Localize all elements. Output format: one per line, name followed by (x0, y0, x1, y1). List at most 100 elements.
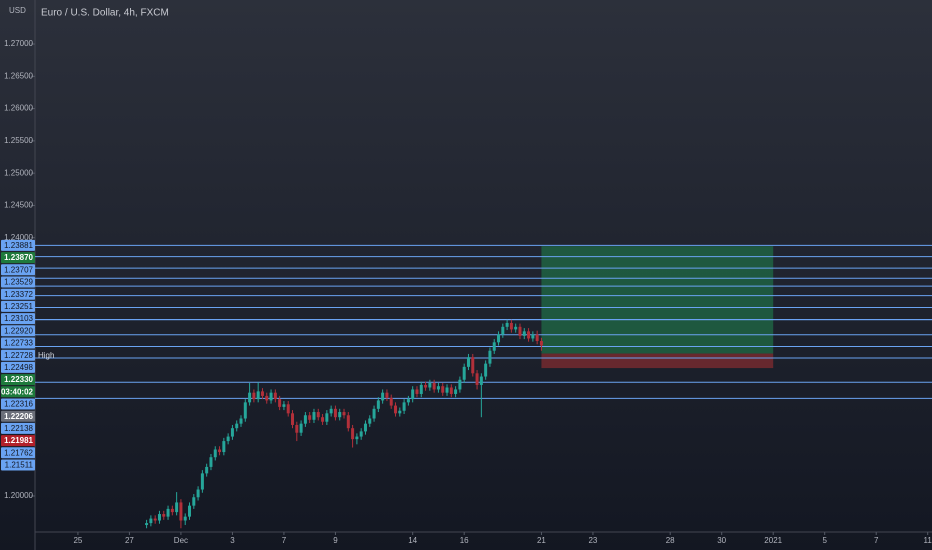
candle-body (200, 473, 204, 490)
price-label-box (1, 386, 35, 398)
candle-body (394, 405, 398, 414)
candle-body (466, 357, 470, 367)
x-tick-label: 11 (924, 536, 932, 545)
y-tick-label: 1.25500 (4, 136, 33, 145)
y-tick-label: 1.20000 (4, 491, 33, 500)
candle-body (415, 389, 419, 394)
x-tick-label: Dec (174, 536, 188, 545)
price-label: 1.21981 (4, 436, 33, 445)
candle-body (260, 391, 264, 396)
candle-body (205, 466, 209, 474)
x-tick-label: 28 (666, 536, 675, 545)
price-label: 1.23707 (4, 265, 33, 274)
price-label: 1.23870 (4, 253, 33, 262)
price-label: 1.22733 (4, 339, 33, 348)
price-label: 03:40:02 (1, 387, 34, 396)
candle-body (505, 322, 509, 327)
price-label: 1.22330 (4, 375, 33, 384)
x-tick-label: 7 (282, 536, 287, 545)
candle-body (338, 412, 342, 418)
candle-body (471, 357, 475, 374)
candle-body (402, 402, 406, 411)
y-tick-label: 1.24500 (4, 201, 33, 210)
price-label-box (1, 252, 35, 264)
candle-body (282, 404, 286, 407)
candle-body (419, 384, 423, 394)
candle-body (342, 412, 346, 416)
candle-body (539, 341, 543, 346)
x-tick-label: 27 (125, 536, 134, 545)
loss-zone (541, 353, 774, 369)
candle-body (308, 415, 312, 420)
candle-body (411, 389, 415, 400)
price-label: 1.23881 (4, 241, 33, 250)
price-label-box (1, 313, 35, 325)
profit-zone (541, 246, 774, 354)
candle-body (230, 428, 234, 437)
currency-label: USD (9, 6, 26, 15)
candle-body (329, 408, 333, 414)
candle-body (509, 322, 513, 330)
candle-body (445, 387, 449, 393)
candle-body (175, 502, 179, 513)
candle-body (295, 424, 299, 433)
price-label-box (1, 349, 35, 361)
candle-body (428, 382, 432, 388)
candle-body (321, 417, 325, 422)
candle-body (252, 392, 256, 400)
price-label-box (1, 276, 35, 288)
price-label-box (1, 374, 35, 386)
candle-body (248, 392, 252, 403)
candle-body (188, 505, 192, 517)
candle-body (441, 386, 445, 393)
price-label-box (1, 435, 35, 447)
x-tick-label: 7 (874, 536, 879, 545)
price-label-box (1, 361, 35, 373)
y-tick-label: 1.26500 (4, 71, 33, 80)
candle-body (213, 449, 217, 458)
candle-body (226, 436, 230, 442)
price-label-box (1, 239, 35, 251)
y-tick-label: 1.24000 (4, 233, 33, 242)
candle-body (497, 334, 501, 343)
price-label: 1.22206 (4, 412, 33, 421)
candle-body (256, 391, 260, 400)
x-tick-label: 21 (537, 536, 546, 545)
candle-body (333, 408, 337, 418)
price-label: 1.23529 (4, 278, 33, 287)
candle-body (484, 363, 488, 377)
candle-body (355, 436, 359, 440)
candle-body (278, 399, 282, 407)
candle-body (209, 457, 213, 467)
candle-body (479, 376, 483, 385)
candle-body (157, 514, 161, 521)
price-label: 1.22728 (4, 351, 33, 360)
x-tick-label: 5 (822, 536, 827, 545)
candle-body (535, 334, 539, 342)
price-label: 1.22316 (4, 400, 33, 409)
candle-body (170, 508, 174, 513)
price-label: 1.23251 (4, 302, 33, 311)
price-label: 1.23372 (4, 290, 33, 299)
candle-body (492, 342, 496, 351)
candle-body (531, 334, 535, 339)
price-label: 1.22498 (4, 363, 33, 372)
candle-body (243, 402, 247, 419)
candle-body (406, 399, 410, 403)
chart-title: Euro / U.S. Dollar, 4h, FXCM (41, 8, 169, 19)
candle-body (376, 400, 380, 409)
candle-body (346, 415, 350, 429)
y-tick-label: 1.26000 (4, 104, 33, 113)
candle-body (527, 331, 531, 339)
x-tick-label: 3 (230, 536, 235, 545)
price-label-box (1, 337, 35, 349)
candle-body (372, 408, 376, 419)
candle-body (222, 441, 226, 453)
x-tick-label: 23 (588, 536, 597, 545)
price-label: 1.21762 (4, 448, 33, 457)
price-label-box (1, 447, 35, 459)
candle-body (153, 518, 157, 521)
candle-body (454, 389, 458, 394)
high-label: High (38, 351, 54, 360)
